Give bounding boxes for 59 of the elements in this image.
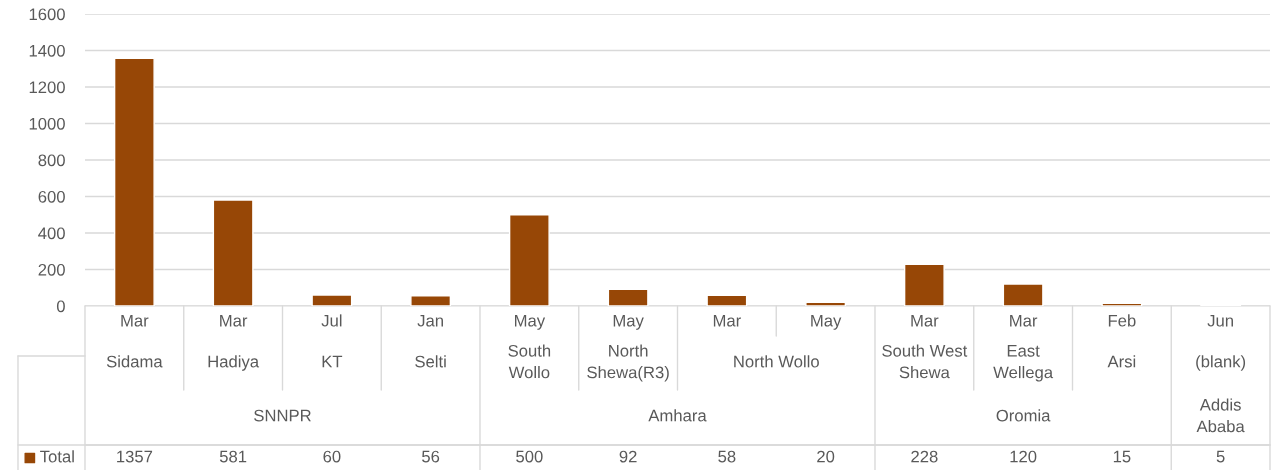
x-tick-label: May xyxy=(613,314,644,330)
data-label: 56 xyxy=(422,450,440,463)
data-label: 92 xyxy=(619,450,637,463)
text: Oromia xyxy=(996,409,1051,422)
text: Amhara xyxy=(648,409,707,422)
y-tick-label: 400 xyxy=(38,227,65,240)
x-tick-label: Mar xyxy=(220,314,248,327)
y-tick-label: 1400 xyxy=(29,44,65,57)
bar xyxy=(805,301,847,306)
text: South West Shewa xyxy=(882,344,968,379)
bar xyxy=(311,294,353,306)
data-label: 228 xyxy=(911,450,938,463)
data-label: 120 xyxy=(1010,450,1037,463)
data-label: 1357 xyxy=(117,450,153,463)
y-tick-label: 600 xyxy=(38,190,65,203)
bar xyxy=(607,288,649,306)
data-label: 60 xyxy=(323,450,341,463)
data-label: 20 xyxy=(817,450,835,463)
y-tick-label: 1200 xyxy=(29,81,65,94)
text: Hadiya xyxy=(208,355,260,371)
text: Addis Ababa xyxy=(1196,398,1245,433)
y-tick-label: 800 xyxy=(38,154,65,167)
bar xyxy=(903,263,945,306)
bar xyxy=(1002,283,1044,306)
text: South Wollo xyxy=(508,344,551,379)
x-tick-label: Mar xyxy=(1010,314,1038,327)
data-label: 500 xyxy=(516,450,543,463)
x-tick-label: Mar xyxy=(713,314,741,327)
text: Sidama xyxy=(106,355,163,368)
y-tick-label: 200 xyxy=(38,263,65,276)
data-label: 15 xyxy=(1113,450,1131,463)
legend-label: Total xyxy=(40,450,74,463)
bar xyxy=(706,294,748,306)
x-tick-label: May xyxy=(515,314,546,330)
data-label: 5 xyxy=(1216,450,1225,463)
text: Selti xyxy=(415,355,446,368)
y-tick-label: 0 xyxy=(56,300,65,313)
y-tick-label: 1000 xyxy=(29,117,65,130)
bar xyxy=(212,199,254,306)
text: North Wollo xyxy=(734,355,819,368)
x-tick-label: Jul xyxy=(321,314,342,327)
x-tick-label: Feb xyxy=(1108,314,1136,327)
bar xyxy=(410,295,452,306)
x-tick-label: Jun xyxy=(1207,314,1233,327)
bar xyxy=(113,57,155,306)
text: Arsi xyxy=(1107,355,1136,368)
x-tick-label: Mar xyxy=(121,314,149,327)
text: East Wellega xyxy=(993,345,1054,382)
y-tick-label: 1600 xyxy=(29,8,65,21)
text: SNNPR xyxy=(254,409,311,422)
text: KT xyxy=(322,355,343,368)
data-label: 58 xyxy=(718,450,736,463)
data-label: 581 xyxy=(219,450,247,463)
text: North Shewa(R3) xyxy=(587,344,669,382)
x-tick-label: May xyxy=(811,314,842,330)
x-tick-label: Mar xyxy=(911,314,939,327)
x-tick-label: Jan xyxy=(417,314,443,327)
text: (blank) xyxy=(1196,355,1246,371)
bar xyxy=(508,214,550,306)
